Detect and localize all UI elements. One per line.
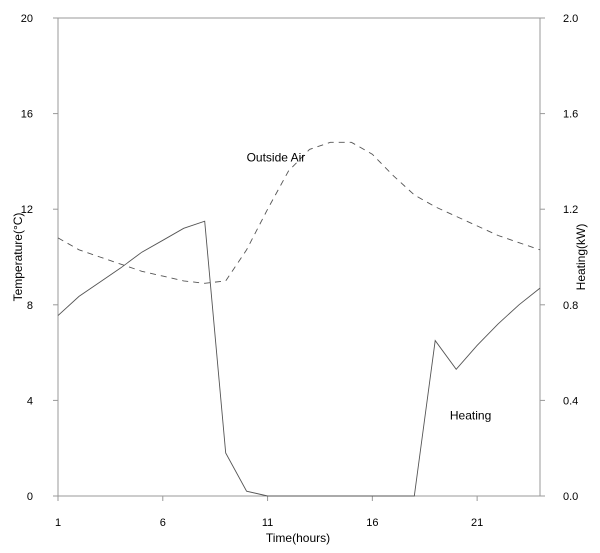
x-axis-title: Time(hours) bbox=[266, 531, 330, 545]
plot-frame bbox=[57, 17, 541, 497]
x-tick-label: 11 bbox=[262, 517, 273, 529]
y2-tick-label: 1.6 bbox=[563, 109, 578, 121]
y2-tick-label: 0.8 bbox=[563, 300, 578, 312]
y2-axis-title: Heating(kW) bbox=[574, 224, 588, 291]
x-tick-label: 16 bbox=[366, 517, 378, 529]
x-tick-label: 21 bbox=[471, 517, 483, 529]
y-tick-label: 20 bbox=[21, 13, 33, 25]
y-tick-label: 12 bbox=[21, 204, 33, 216]
y2-tick-label: 1.2 bbox=[563, 204, 578, 216]
y-axis-title: Temperature(°C) bbox=[11, 213, 25, 302]
plot-border bbox=[57, 17, 541, 497]
series-lines bbox=[57, 141, 541, 497]
x-tick-label: 1 bbox=[55, 517, 61, 529]
y2-tick-label: 2.0 bbox=[563, 13, 578, 25]
y-tick-label: 16 bbox=[21, 109, 33, 121]
y-tick-label: 0 bbox=[27, 491, 33, 503]
x-tick-label: 6 bbox=[160, 517, 166, 529]
annotation-heating: Heating bbox=[450, 409, 491, 423]
y2-tick-label: 0.0 bbox=[563, 491, 578, 503]
y2-tick-label: 0.4 bbox=[563, 395, 578, 407]
heating-line bbox=[57, 220, 541, 497]
y-tick-label: 4 bbox=[27, 395, 33, 407]
y-tick-label: 8 bbox=[27, 300, 33, 312]
annotations: Outside Air Heating bbox=[247, 150, 492, 422]
annotation-outside-air: Outside Air bbox=[247, 150, 306, 164]
axis-ticks bbox=[53, 17, 545, 501]
outside-air-line bbox=[57, 141, 541, 284]
